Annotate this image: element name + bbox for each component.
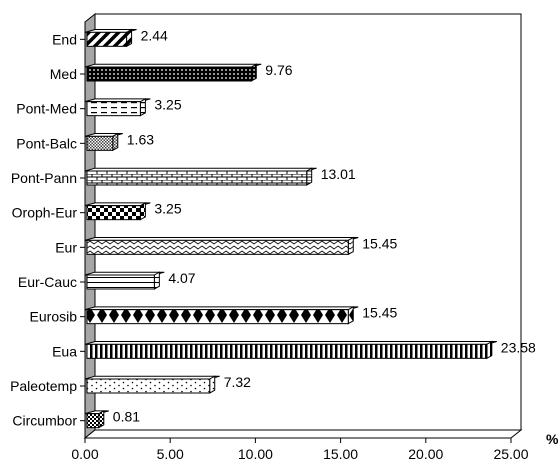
category-label: Circumbor [12, 413, 77, 429]
bar [84, 306, 359, 325]
floor [83, 429, 523, 439]
data-label: 3.25 [154, 201, 181, 217]
data-label: 15.45 [362, 305, 397, 321]
category-label: Pont-Med [16, 101, 77, 117]
data-label: 0.81 [113, 409, 140, 425]
bars: End 2.44 Med 9.76 Pont-Med 3.25 Pont-Balc 1.63 P… [10, 27, 536, 428]
data-label: 23.58 [501, 339, 536, 355]
data-label: 13.01 [321, 166, 356, 182]
data-label: 1.63 [127, 131, 154, 147]
category-label: Pont-Balc [16, 135, 77, 151]
x-tick-label: 0.00 [71, 446, 98, 462]
bar [84, 167, 317, 186]
data-label: 15.45 [362, 235, 397, 251]
category-label: Med [50, 66, 77, 82]
data-label: 9.76 [265, 62, 292, 78]
bar [84, 132, 123, 152]
bar [84, 340, 497, 360]
x-tick-label: 25.00 [493, 446, 528, 462]
x-tick-label: 5.00 [157, 446, 184, 462]
x-axis-label: % [546, 431, 559, 447]
data-label: 2.44 [141, 27, 168, 43]
bar [84, 375, 220, 394]
x-axis-ticks: 0.00 5.00 10.00 15.00 20.00 25.00 [71, 438, 529, 462]
category-label: Eurosib [30, 309, 78, 325]
bar [84, 28, 137, 48]
x-tick-label: 20.00 [408, 446, 443, 462]
bar [84, 236, 359, 256]
category-label: Eur-Cauc [18, 274, 77, 290]
x-tick-label: 15.00 [323, 446, 358, 462]
bar [84, 63, 262, 82]
data-label: 4.07 [168, 270, 195, 286]
bar [84, 98, 151, 117]
category-label: End [52, 31, 77, 47]
category-label: Eur [55, 239, 77, 255]
back-wall [94, 13, 522, 431]
category-label: Eua [52, 343, 77, 359]
bar [84, 271, 165, 290]
category-label: Oroph-Eur [12, 205, 78, 221]
data-label: 7.32 [224, 374, 251, 390]
data-label: 3.25 [154, 97, 181, 113]
bar [84, 410, 109, 429]
x-tick-label: 10.00 [238, 446, 273, 462]
category-label: Paleotemp [10, 378, 77, 394]
category-label: Pont-Pann [11, 170, 77, 186]
bar [84, 202, 151, 221]
